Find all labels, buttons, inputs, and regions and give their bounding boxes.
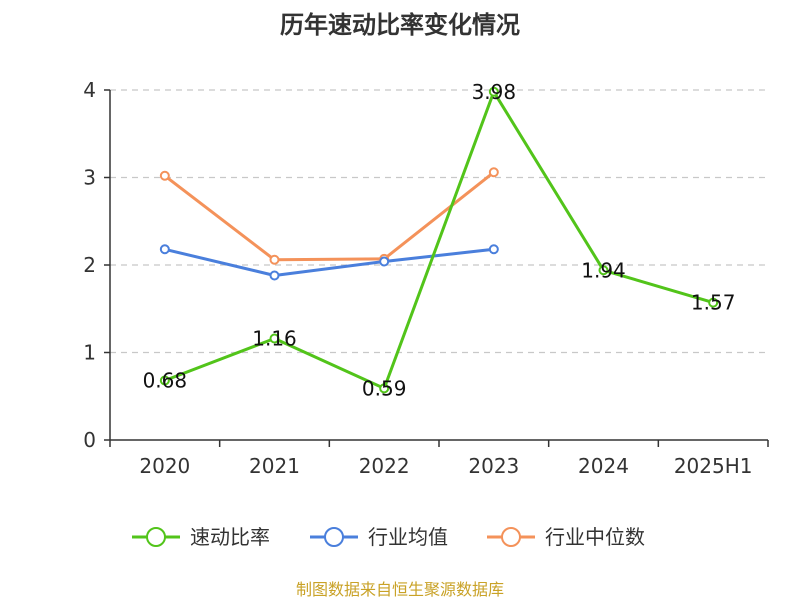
series-point [159,170,170,181]
series-line [163,90,715,390]
x-tick-label: 2024 [578,454,629,478]
series-point [269,270,280,281]
data-label: 0.59 [362,376,407,400]
data-labels: 0.68 1.16 0.59 3.98 1.94 1.57 [143,80,736,401]
x-tick-label: 2025H1 [674,454,753,478]
legend-label: 行业均值 [368,525,448,549]
series-point [159,244,170,255]
data-label: 3.98 [472,80,517,104]
series-point [159,375,170,386]
data-label: 0.68 [143,369,188,393]
y-tick-label: 1 [83,341,96,365]
y-tick-label: 2 [83,253,96,277]
series-point [488,244,499,255]
y-tick-label: 3 [83,166,96,190]
series-point [269,254,280,265]
series-point [379,256,390,267]
series-point [379,383,390,394]
chart-title: 历年速动比率变化情况 [280,11,520,39]
series-point [269,333,280,344]
series-point [598,265,609,276]
legend: 速动比率 行业均值 行业中位数 [132,525,645,549]
series-point [488,167,499,178]
data-label: 1.94 [581,258,626,282]
legend-marker [146,527,166,547]
grid-lines [110,89,768,354]
series-line [163,170,496,262]
legend-marker [324,527,344,547]
data-label: 1.57 [691,291,736,315]
series-point [708,297,719,308]
series-lines [159,86,719,394]
legend-label: 行业中位数 [545,525,645,549]
series-point [488,86,499,97]
series-line [163,247,496,277]
data-label: 1.16 [252,327,297,351]
x-tick-label: 2023 [468,454,519,478]
x-tick-label: 2022 [359,454,410,478]
y-tick-label: 0 [83,428,96,452]
legend-label: 速动比率 [190,525,270,549]
x-tick-label: 2021 [249,454,300,478]
y-tick-label: 4 [83,78,96,102]
source-note: 制图数据来自恒生聚源数据库 [296,580,504,599]
legend-marker [501,527,521,547]
axes: 0 1 2 3 4 2020 2021 2022 2023 2024 2025H1 [83,78,769,478]
x-tick-label: 2020 [139,454,190,478]
